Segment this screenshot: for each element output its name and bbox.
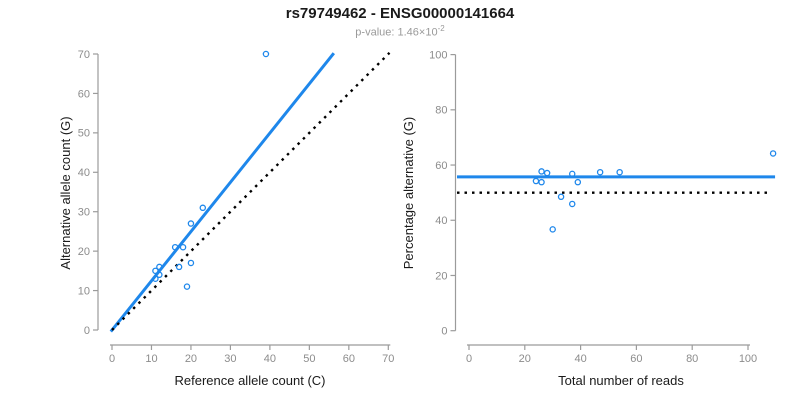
data-point [616,168,623,176]
data-point [574,178,582,186]
x-axis-title: Reference allele count (C) [174,373,325,388]
y-tick-label: 0 [84,325,90,337]
y-axis-title: Alternative allele count (G) [58,116,73,269]
y-tick-label: 30 [78,207,90,219]
x-tick-label: 0 [466,353,472,365]
x-tick-label: 30 [224,353,236,365]
data-point [262,50,270,58]
data-point [152,267,159,275]
data-point [769,150,777,157]
x-axis-title: Total number of reads [558,373,684,388]
y-tick-label: 80 [435,105,447,117]
figure-header: rs79749462 - ENSG00000141664 p-value: 1.… [0,0,800,39]
y-tick-label: 60 [435,160,447,172]
y-tick-label: 10 [78,285,90,297]
x-tick-label: 60 [343,353,355,365]
y-tick-label: 100 [429,49,447,61]
data-point [152,275,159,282]
x-tick-label: 40 [574,353,586,365]
data-point [187,259,195,267]
identity-line [111,51,391,331]
data-point [538,178,545,186]
data-point [179,243,187,251]
x-tick-label: 40 [264,353,276,365]
data-point [596,168,604,176]
y-tick-label: 20 [435,270,447,282]
y-tick-label: 40 [78,167,90,179]
y-tick-label: 50 [78,128,90,140]
y-tick-label: 70 [78,49,90,61]
right-scatter-plot: 0 20 40 60 80 100 0 20 40 60 80 100 Total number of … [401,49,777,388]
y-tick-label: 0 [441,326,447,338]
data-point [557,193,565,201]
data-point [199,204,207,212]
data-point [538,168,545,175]
x-tick-label: 20 [519,353,531,365]
data-point [156,271,163,279]
data-point [171,243,179,251]
x-tick-label: 60 [630,353,642,365]
fit-line [109,52,336,333]
data-point [549,226,556,233]
x-tick-label: 20 [185,353,197,365]
y-axis-title: Percentage alternative (G) [401,117,416,269]
left-scatter-plot: 0 10 20 30 40 50 60 70 0 10 20 30 40 50 60 70 Reference … [58,49,394,388]
x-tick-label: 50 [303,353,315,365]
data-point [187,220,195,227]
y-tick-label: 40 [435,215,447,227]
data-point [183,283,191,290]
p-value-text: p-value: 1.46×10 [355,26,438,39]
data-point [568,200,576,208]
p-value-exponent: -2 [437,24,445,33]
data-point [532,177,540,185]
x-tick-label: 0 [109,353,115,365]
x-tick-label: 80 [686,353,698,365]
p-value-subtitle: p-value: 1.46×10-2 [0,24,800,39]
x-tick-label: 70 [382,353,394,365]
y-tick-label: 60 [78,88,90,100]
plot-title: rs79749462 - ENSG00000141664 [285,5,515,22]
data-point [175,263,183,271]
x-tick-label: 10 [145,353,157,365]
data-point [568,170,576,178]
data-point [156,263,163,271]
data-point [543,169,551,177]
x-tick-label: 100 [739,353,757,365]
y-tick-label: 20 [78,246,90,258]
